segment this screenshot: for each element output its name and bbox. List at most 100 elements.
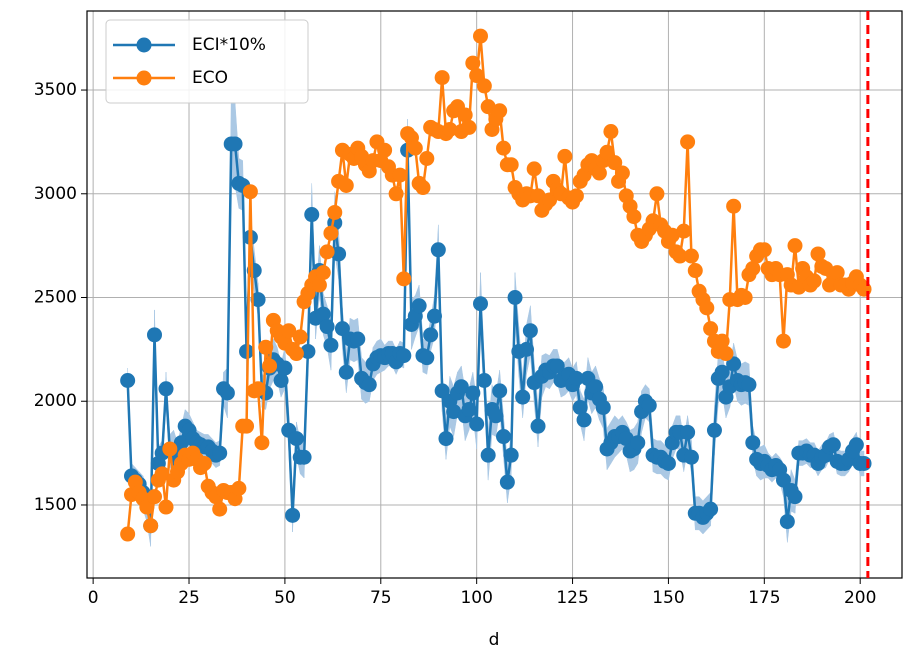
- marker: [227, 136, 243, 152]
- marker: [503, 157, 519, 173]
- marker: [503, 447, 519, 463]
- marker: [775, 333, 791, 349]
- marker: [281, 323, 297, 339]
- marker: [714, 364, 730, 380]
- marker: [154, 466, 170, 482]
- marker: [775, 472, 791, 488]
- marker: [304, 207, 320, 223]
- marker: [791, 279, 807, 295]
- legend-label: ECI*10%: [192, 35, 266, 55]
- marker: [542, 192, 558, 208]
- marker: [626, 209, 642, 225]
- marker: [407, 140, 423, 156]
- marker: [327, 204, 343, 220]
- marker: [334, 321, 350, 337]
- marker: [745, 260, 761, 276]
- marker: [557, 148, 573, 164]
- marker: [572, 399, 588, 415]
- marker: [630, 435, 646, 451]
- marker: [522, 323, 538, 339]
- marker: [737, 290, 753, 306]
- marker: [607, 155, 623, 171]
- marker: [377, 142, 393, 158]
- marker: [591, 165, 607, 181]
- marker: [476, 78, 492, 94]
- marker: [492, 103, 508, 119]
- marker: [158, 381, 174, 397]
- y-tick-label: 3000: [34, 184, 77, 204]
- marker: [388, 186, 404, 202]
- legend-marker: [136, 70, 152, 86]
- marker: [323, 225, 339, 241]
- marker: [549, 358, 565, 374]
- marker: [496, 429, 512, 445]
- marker: [588, 379, 604, 395]
- marker: [296, 449, 312, 465]
- marker: [461, 402, 477, 418]
- marker: [120, 526, 136, 542]
- marker: [288, 346, 304, 362]
- marker: [173, 435, 189, 451]
- marker: [787, 238, 803, 254]
- marker: [595, 399, 611, 415]
- marker: [687, 263, 703, 279]
- marker: [599, 144, 615, 160]
- marker: [492, 383, 508, 399]
- marker: [818, 260, 834, 276]
- marker: [446, 404, 462, 420]
- marker: [311, 277, 327, 293]
- marker: [825, 437, 841, 453]
- marker: [315, 306, 331, 322]
- marker: [212, 445, 228, 461]
- x-tick-label: 50: [274, 588, 296, 608]
- marker: [396, 271, 412, 287]
- legend-marker: [136, 37, 152, 53]
- marker: [147, 489, 163, 505]
- x-tick-label: 25: [178, 588, 200, 608]
- marker: [465, 55, 481, 71]
- marker: [426, 308, 442, 324]
- x-tick-label: 0: [88, 588, 99, 608]
- marker: [292, 329, 308, 345]
- marker: [473, 296, 489, 312]
- y-tick-label: 1500: [34, 495, 77, 515]
- marker: [706, 422, 722, 438]
- marker: [473, 28, 489, 44]
- marker: [480, 99, 496, 115]
- x-tick-label: 150: [652, 588, 684, 608]
- y-tick-label: 2000: [34, 391, 77, 411]
- marker: [273, 372, 289, 388]
- x-tick-label: 100: [460, 588, 492, 608]
- marker: [300, 343, 316, 359]
- x-tick-label: 175: [748, 588, 780, 608]
- marker: [703, 321, 719, 337]
- x-axis-label: d: [489, 630, 500, 650]
- marker: [726, 198, 742, 214]
- marker: [461, 119, 477, 135]
- marker: [219, 385, 235, 401]
- marker: [660, 455, 676, 471]
- marker: [338, 177, 354, 193]
- marker: [438, 431, 454, 447]
- marker: [242, 184, 258, 200]
- marker: [139, 499, 155, 515]
- marker: [465, 385, 481, 401]
- x-tick-label: 75: [370, 588, 392, 608]
- marker: [756, 242, 772, 258]
- y-tick-label: 2500: [34, 288, 77, 308]
- marker: [258, 339, 274, 355]
- marker: [507, 290, 523, 306]
- marker: [676, 223, 692, 239]
- marker: [288, 431, 304, 447]
- marker: [392, 167, 408, 183]
- marker: [319, 244, 335, 260]
- marker: [350, 331, 366, 347]
- plot-area: [120, 28, 872, 547]
- marker: [526, 161, 542, 177]
- marker: [415, 180, 431, 196]
- marker: [664, 227, 680, 243]
- marker: [618, 431, 634, 447]
- marker: [434, 70, 450, 86]
- marker: [603, 124, 619, 140]
